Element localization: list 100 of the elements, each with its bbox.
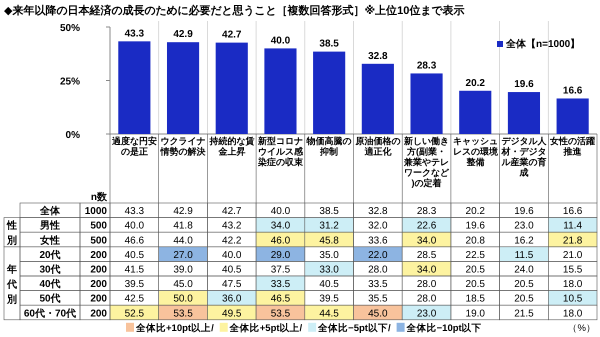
- x-tick-label: 新型コロナウイルス感染症の収束: [256, 136, 304, 167]
- data-label: 19.6: [466, 220, 486, 232]
- bar: [459, 90, 492, 134]
- y-tick-label: 女性: [39, 234, 60, 246]
- x-tick-label: ウクライナ情勢の解決: [160, 136, 207, 156]
- data-label: 34.0: [416, 264, 437, 276]
- y2-tick-label: 200: [90, 308, 108, 320]
- data-label: 41.5: [124, 264, 145, 276]
- x-tick-label: 過度な円安の是正: [110, 136, 157, 156]
- y-tick-label: 20代: [39, 248, 61, 261]
- data-label: 28.0: [368, 264, 388, 276]
- legend-label: 全体比+5pt以上/: [228, 322, 303, 334]
- text: 42.7: [222, 30, 242, 41]
- data-label: 28.0: [416, 294, 437, 305]
- text: （%）: [568, 322, 596, 334]
- y-tick-label: 0%: [66, 130, 80, 141]
- x-tick-label: 新しい働き方(副業・兼業やテレワークなど)の定着: [403, 136, 450, 188]
- data-label: 47.5: [222, 279, 242, 290]
- data-label: 53.5: [173, 308, 194, 320]
- x-tick-label: 女性の活躍推進: [549, 136, 596, 156]
- chart-title: ◆来年以降の日本経済の成長のために必要だと思うこと［複数回答形式］※上位10位まで表示: [4, 4, 464, 17]
- data-label: 42.2: [222, 235, 242, 246]
- data-label: 46.6: [124, 235, 145, 246]
- data-label: 44.0: [173, 235, 194, 246]
- bar: [216, 42, 248, 134]
- data-label: 11.5: [514, 250, 534, 261]
- data-label: 43.2: [222, 220, 242, 232]
- data-label: 28.0: [416, 279, 437, 290]
- text: 16.6: [562, 85, 582, 96]
- data-label: 28.5: [416, 250, 437, 261]
- data-label: 23.0: [416, 308, 437, 320]
- data-label: 42.7: [222, 206, 242, 218]
- data-label: 50.0: [173, 294, 194, 305]
- data-label: 46.0: [270, 235, 291, 246]
- text: 性別: [6, 220, 17, 247]
- text: 28.3: [416, 60, 436, 72]
- data-label: 39.0: [173, 264, 194, 276]
- data-label: 16.2: [514, 235, 534, 246]
- data-label: 20.8: [466, 235, 486, 246]
- y2-tick-label: 200: [90, 250, 108, 261]
- y-tick-label: 50%: [60, 23, 80, 34]
- data-label: 18.0: [562, 308, 583, 320]
- data-label: 39.5: [319, 294, 340, 305]
- y2-tick-label: 500: [90, 220, 108, 232]
- data-label: 28.3: [416, 206, 437, 218]
- data-label: 19.6: [514, 206, 534, 218]
- bar: [508, 92, 540, 134]
- y-tick-label: 30代: [39, 264, 61, 276]
- text: 年代別: [6, 263, 17, 306]
- data-label: 35.5: [368, 294, 388, 305]
- data-label: 24.0: [514, 264, 534, 276]
- bar: [166, 42, 200, 134]
- data-label: 22.5: [466, 250, 486, 261]
- data-label: 40.5: [319, 279, 340, 290]
- y-tick-label: 全体: [39, 205, 61, 218]
- y-tick-label: 男性: [39, 220, 60, 232]
- data-label: 20.5: [466, 279, 486, 290]
- data-label: 53.5: [270, 308, 291, 320]
- data-label: 49.5: [222, 308, 242, 320]
- data-label: 34.0: [270, 220, 291, 232]
- data-label: 41.8: [173, 220, 194, 232]
- y-tick-label: 60代・70代: [24, 307, 76, 320]
- data-label: 52.5: [124, 308, 145, 320]
- data-label: 34.0: [416, 235, 437, 246]
- data-label: 20.5: [514, 279, 534, 290]
- data-label: 19.0: [466, 308, 486, 320]
- data-label: 27.0: [173, 250, 194, 261]
- data-label: 16.6: [562, 206, 583, 218]
- legend-label: 全体比+10pt以上/: [135, 322, 214, 334]
- legend-label: 全体比−5pt以下/: [317, 322, 391, 334]
- x-tick-label: デジタル人材・デジタル産業の育成: [500, 136, 548, 178]
- data-label: 18.5: [466, 294, 486, 305]
- data-label: 32.0: [368, 220, 388, 232]
- text: 40.0: [270, 35, 290, 46]
- data-label: 40.5: [124, 250, 145, 261]
- data-label: 23.0: [514, 220, 534, 232]
- data-label: 45.0: [173, 279, 194, 290]
- data-label: 35.0: [319, 250, 340, 261]
- data-label: 44.5: [319, 308, 340, 320]
- data-label: 42.9: [173, 206, 194, 218]
- data-label: 38.5: [319, 206, 340, 218]
- data-label: 40.5: [222, 264, 242, 276]
- data-label: 21.5: [514, 308, 534, 320]
- x-tick-label: 持続的な賃金上昇: [208, 136, 254, 156]
- data-label: 29.0: [270, 250, 291, 261]
- x-tick-label: キャッシュレスの環境整備: [452, 136, 499, 167]
- data-label: 46.5: [270, 294, 291, 305]
- legend-label: 全体比−10pt以下: [406, 322, 482, 334]
- y2-tick-label: 200: [90, 264, 108, 276]
- y2-tick-label: 200: [90, 294, 108, 305]
- data-label: 45.0: [368, 308, 388, 320]
- data-label: 40.0: [124, 220, 145, 232]
- text: 19.6: [514, 79, 534, 90]
- text: n数: [90, 191, 108, 203]
- data-label: 20.5: [466, 264, 486, 276]
- data-label: 31.2: [319, 220, 340, 232]
- data-label: 40.0: [222, 250, 242, 261]
- data-label: 39.5: [124, 279, 145, 290]
- data-label: 22.6: [416, 220, 437, 232]
- text: 43.3: [124, 28, 144, 40]
